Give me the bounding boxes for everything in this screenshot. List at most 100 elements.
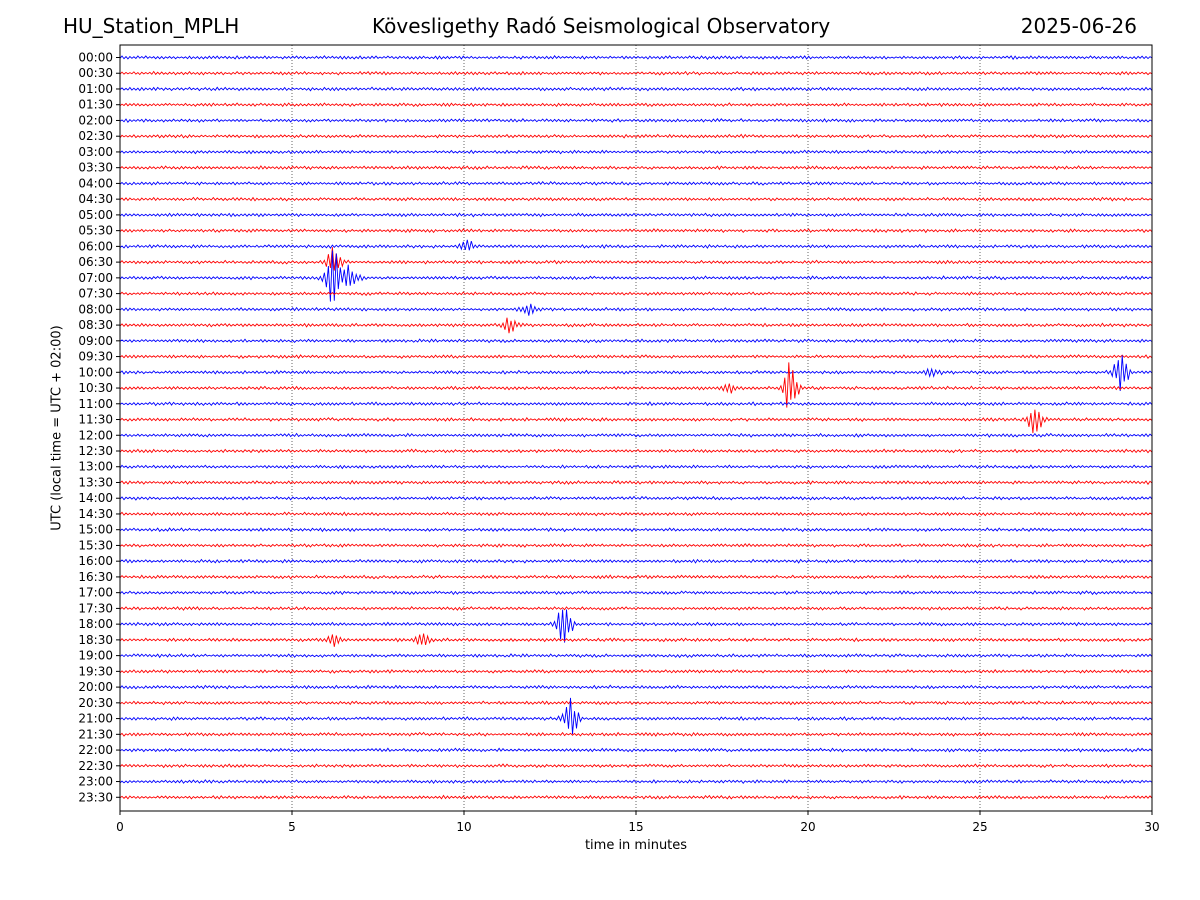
y-tick-label: 00:00: [78, 51, 113, 65]
y-tick-label: 16:30: [78, 570, 113, 584]
y-tick-label: 22:00: [78, 743, 113, 757]
x-tick-label: 5: [288, 820, 296, 834]
y-tick-label: 06:00: [78, 239, 113, 253]
y-tick-label: 18:00: [78, 617, 113, 631]
trace-2330: [119, 794, 1153, 800]
chart-title: Kövesligethy Radó Seismological Observat…: [372, 14, 831, 38]
x-tick-label: 30: [1144, 820, 1159, 834]
y-tick-label: 13:30: [78, 475, 113, 489]
trace-1830: [119, 633, 1153, 647]
trace-1000: [119, 355, 1153, 392]
trace-0930: [119, 354, 1153, 359]
y-tick-label: 10:30: [78, 381, 113, 395]
date-label: 2025-06-26: [1020, 14, 1137, 38]
trace-0100: [119, 86, 1153, 92]
trace-0800: [119, 303, 1153, 316]
trace-1900: [119, 653, 1153, 659]
trace-1600: [119, 558, 1153, 564]
x-tick-label: 20: [800, 820, 815, 834]
trace-1300: [119, 464, 1153, 470]
trace-1730: [119, 606, 1153, 611]
trace-2000: [119, 684, 1153, 690]
y-tick-label: 21:00: [78, 712, 113, 726]
y-tick-label: 12:30: [78, 444, 113, 458]
y-tick-label: 19:00: [78, 649, 113, 663]
trace-1430: [119, 511, 1153, 517]
trace-0130: [119, 102, 1153, 108]
y-tick-label: 16:00: [78, 554, 113, 568]
y-tick-label: 08:30: [78, 318, 113, 332]
y-tick-label: 21:30: [78, 727, 113, 741]
y-tick-label: 22:30: [78, 759, 113, 773]
y-tick-label: 11:00: [78, 397, 113, 411]
y-tick-label: 07:00: [78, 271, 113, 285]
y-tick-label: 19:30: [78, 664, 113, 678]
trace-0430: [119, 196, 1153, 202]
y-tick-label: 07:30: [78, 287, 113, 301]
x-axis: 0 5 10 15 20 25 30: [116, 811, 1160, 834]
x-tick-label: 25: [972, 820, 987, 834]
trace-1930: [119, 668, 1153, 674]
trace-2300: [119, 779, 1153, 785]
trace-0230: [119, 133, 1153, 139]
trace-1330: [119, 479, 1153, 486]
trace-2230: [119, 763, 1153, 769]
trace-1800: [119, 609, 1153, 643]
trace-0830: [119, 317, 1153, 334]
y-tick-label: 20:00: [78, 680, 113, 694]
x-axis-label: time in minutes: [584, 838, 688, 853]
y-tick-label: 14:00: [78, 491, 113, 505]
trace-2100: [119, 697, 1153, 735]
trace-0530: [119, 228, 1153, 234]
trace-1030: [119, 362, 1153, 408]
y-tick-label: 17:30: [78, 601, 113, 615]
y-tick-label: 01:00: [78, 82, 113, 96]
trace-1130: [119, 409, 1153, 434]
y-tick-label: 12:00: [78, 428, 113, 442]
trace-0700: [119, 250, 1153, 302]
y-tick-label: 03:00: [78, 145, 113, 159]
trace-2200: [119, 747, 1153, 753]
y-axis-label: UTC (local time = UTC + 02:00): [49, 325, 65, 531]
y-tick-label: 06:30: [78, 255, 113, 269]
y-tick-label: 17:00: [78, 586, 113, 600]
y-tick-label: 18:30: [78, 633, 113, 647]
trace-0900: [119, 338, 1153, 344]
trace-0030: [119, 70, 1153, 76]
station-name: HU_Station_MPLH: [63, 14, 240, 38]
trace-1630: [119, 574, 1153, 580]
y-tick-label: 05:00: [78, 208, 113, 222]
trace-2030: [119, 700, 1153, 706]
trace-1230: [119, 448, 1153, 454]
grid-lines: [291, 45, 981, 811]
y-tick-label: 05:30: [78, 224, 113, 238]
trace-2130: [119, 731, 1153, 737]
trace-0630: [119, 247, 1153, 271]
y-tick-label: 02:00: [78, 113, 113, 127]
y-tick-label: 02:30: [78, 129, 113, 143]
trace-1500: [119, 527, 1153, 533]
y-tick-label: 15:00: [78, 523, 113, 537]
y-tick-label: 13:00: [78, 460, 113, 474]
trace-0200: [119, 118, 1153, 123]
trace-0000: [119, 55, 1153, 61]
trace-0730: [119, 291, 1153, 297]
seismic-traces: [119, 55, 1153, 800]
y-tick-label: 09:30: [78, 350, 113, 364]
trace-0400: [119, 180, 1153, 186]
trace-0600: [119, 239, 1153, 251]
y-tick-label: 08:00: [78, 302, 113, 316]
y-tick-label: 14:30: [78, 507, 113, 521]
y-tick-label: 15:30: [78, 538, 113, 552]
y-tick-label: 09:00: [78, 334, 113, 348]
y-tick-label: 10:00: [78, 365, 113, 379]
y-tick-label: 01:30: [78, 98, 113, 112]
x-tick-label: 10: [456, 820, 471, 834]
x-tick-label: 15: [628, 820, 643, 834]
y-tick-label: 11:30: [78, 413, 113, 427]
x-tick-label: 0: [116, 820, 124, 834]
trace-0300: [119, 149, 1153, 155]
trace-1530: [119, 542, 1153, 548]
